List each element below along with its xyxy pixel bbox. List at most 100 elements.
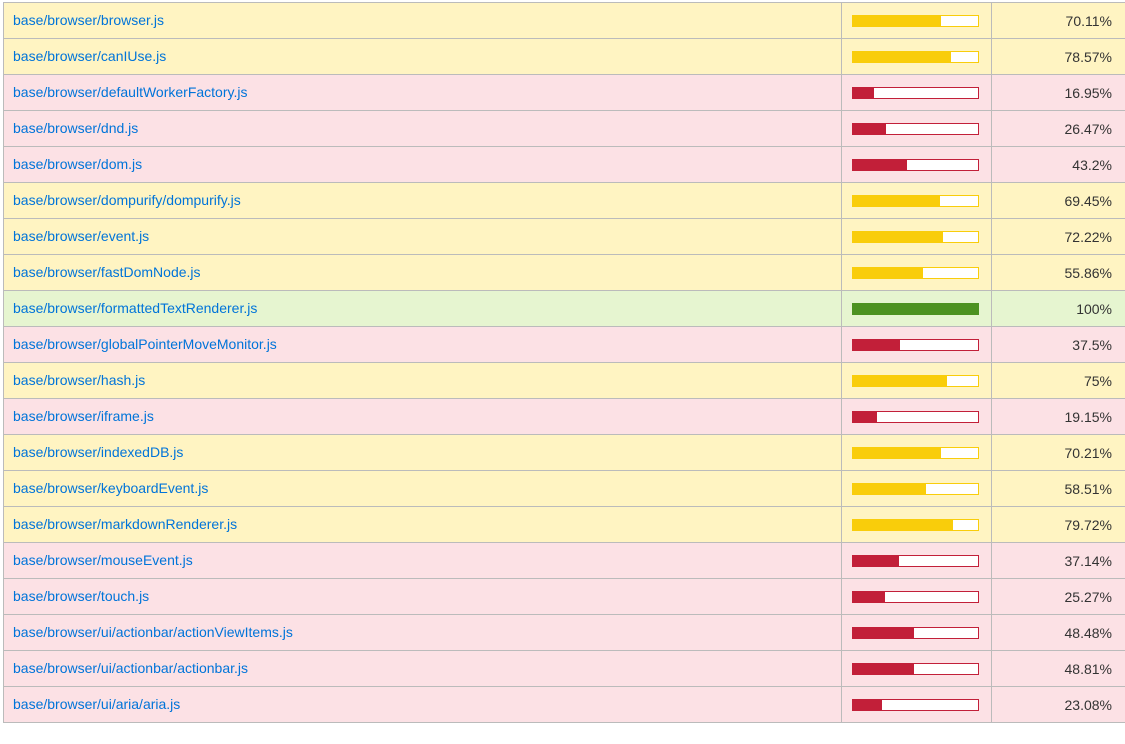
coverage-bar-fill <box>853 123 887 134</box>
coverage-percent: 48.81% <box>991 650 1125 687</box>
coverage-bar-cell <box>841 2 992 39</box>
table-row: base/browser/fastDomNode.js 55.86% <box>3 254 1125 291</box>
table-row: base/browser/touch.js 25.27% <box>3 578 1125 615</box>
coverage-percent: 26.47% <box>991 110 1125 147</box>
coverage-bar-fill <box>853 231 944 242</box>
file-link[interactable]: base/browser/browser.js <box>13 11 164 28</box>
coverage-percent: 25.27% <box>991 578 1125 615</box>
coverage-table-body: base/browser/browser.js 70.11% base/browse… <box>3 2 1125 723</box>
file-link[interactable]: base/browser/iframe.js <box>13 407 154 424</box>
table-row: base/browser/globalPointerMoveMonitor.js… <box>3 326 1125 363</box>
file-link[interactable]: base/browser/touch.js <box>13 587 150 604</box>
file-cell: base/browser/ui/actionbar/actionbar.js <box>3 650 842 687</box>
table-row: base/browser/defaultWorkerFactory.js 16.9… <box>3 74 1125 111</box>
table-row: base/browser/dom.js 43.2% <box>3 146 1125 183</box>
coverage-bar <box>852 698 979 711</box>
file-link[interactable]: base/browser/ui/actionbar/actionViewItem… <box>13 623 293 640</box>
file-link[interactable]: base/browser/formattedTextRenderer.js <box>13 299 258 316</box>
coverage-bar-cell <box>841 218 992 255</box>
coverage-bar-cell <box>841 74 992 111</box>
table-row: base/browser/iframe.js 19.15% <box>3 398 1125 435</box>
coverage-bar-fill <box>853 159 907 170</box>
coverage-percent: 19.15% <box>991 398 1125 435</box>
coverage-bar-fill <box>853 663 914 674</box>
coverage-bar-cell <box>841 362 992 399</box>
coverage-bar <box>852 86 979 99</box>
coverage-percent: 69.45% <box>991 182 1125 219</box>
file-cell: base/browser/fastDomNode.js <box>3 254 842 291</box>
file-link[interactable]: base/browser/markdownRenderer.js <box>13 515 238 532</box>
coverage-bar-cell <box>841 38 992 75</box>
file-link[interactable]: base/browser/mouseEvent.js <box>13 551 193 568</box>
file-link[interactable]: base/browser/ui/actionbar/actionbar.js <box>13 659 249 676</box>
file-link[interactable]: base/browser/dnd.js <box>13 119 139 136</box>
coverage-bar <box>852 446 979 459</box>
table-row: base/browser/event.js 72.22% <box>3 218 1125 255</box>
file-link[interactable]: base/browser/hash.js <box>13 371 146 388</box>
coverage-percent: 78.57% <box>991 38 1125 75</box>
table-row: base/browser/hash.js 75% <box>3 362 1125 399</box>
table-row: base/browser/dnd.js 26.47% <box>3 110 1125 147</box>
coverage-percent: 70.21% <box>991 434 1125 471</box>
coverage-bar <box>852 266 979 279</box>
coverage-bar <box>852 374 979 387</box>
file-cell: base/browser/dnd.js <box>3 110 842 147</box>
coverage-bar-fill <box>853 591 885 602</box>
table-row: base/browser/dompurify/dompurify.js 69.45… <box>3 182 1125 219</box>
file-link[interactable]: base/browser/indexedDB.js <box>13 443 184 460</box>
coverage-percent: 72.22% <box>991 218 1125 255</box>
file-link[interactable]: base/browser/fastDomNode.js <box>13 263 201 280</box>
file-link[interactable]: base/browser/dom.js <box>13 155 143 172</box>
coverage-bar-fill <box>853 447 941 458</box>
file-cell: base/browser/hash.js <box>3 362 842 399</box>
file-link[interactable]: base/browser/event.js <box>13 227 150 244</box>
table-row: base/browser/ui/actionbar/actionbar.js 48… <box>3 650 1125 687</box>
file-cell: base/browser/formattedTextRenderer.js <box>3 290 842 327</box>
table-row: base/browser/ui/actionbar/actionViewItem… <box>3 614 1125 651</box>
table-row: base/browser/markdownRenderer.js 79.72% <box>3 506 1125 543</box>
file-cell: base/browser/keyboardEvent.js <box>3 470 842 507</box>
file-cell: base/browser/mouseEvent.js <box>3 542 842 579</box>
file-link[interactable]: base/browser/ui/aria/aria.js <box>13 695 181 712</box>
file-cell: base/browser/dom.js <box>3 146 842 183</box>
coverage-percent: 79.72% <box>991 506 1125 543</box>
coverage-bar-fill <box>853 555 900 566</box>
file-link[interactable]: base/browser/keyboardEvent.js <box>13 479 209 496</box>
coverage-bar-cell <box>841 614 992 651</box>
coverage-bar-cell <box>841 686 992 723</box>
coverage-bar <box>852 410 979 423</box>
coverage-bar-fill <box>853 483 927 494</box>
coverage-bar-fill <box>853 195 940 206</box>
file-cell: base/browser/event.js <box>3 218 842 255</box>
coverage-percent: 58.51% <box>991 470 1125 507</box>
file-link[interactable]: base/browser/canIUse.js <box>13 47 167 64</box>
file-link[interactable]: base/browser/dompurify/dompurify.js <box>13 191 241 208</box>
coverage-bar <box>852 158 979 171</box>
coverage-bar-cell <box>841 290 992 327</box>
coverage-bar <box>852 302 979 315</box>
file-link[interactable]: base/browser/defaultWorkerFactory.js <box>13 83 248 100</box>
coverage-bar-cell <box>841 470 992 507</box>
coverage-bar-cell <box>841 650 992 687</box>
coverage-percent: 23.08% <box>991 686 1125 723</box>
coverage-bar <box>852 14 979 27</box>
coverage-bar-fill <box>853 699 882 710</box>
table-row: base/browser/ui/aria/aria.js 23.08% <box>3 686 1125 723</box>
file-cell: base/browser/globalPointerMoveMonitor.js <box>3 326 842 363</box>
coverage-bar-fill <box>853 15 941 26</box>
coverage-bar-fill <box>853 51 952 62</box>
coverage-percent: 55.86% <box>991 254 1125 291</box>
file-cell: base/browser/iframe.js <box>3 398 842 435</box>
file-cell: base/browser/defaultWorkerFactory.js <box>3 74 842 111</box>
file-link[interactable]: base/browser/globalPointerMoveMonitor.js <box>13 335 277 352</box>
table-row: base/browser/canIUse.js 78.57% <box>3 38 1125 75</box>
coverage-bar-fill <box>853 303 978 314</box>
file-cell: base/browser/markdownRenderer.js <box>3 506 842 543</box>
coverage-percent: 75% <box>991 362 1125 399</box>
coverage-bar-cell <box>841 326 992 363</box>
coverage-bar <box>852 554 979 567</box>
coverage-bar-fill <box>853 87 875 98</box>
coverage-bar-cell <box>841 434 992 471</box>
table-row: base/browser/indexedDB.js 70.21% <box>3 434 1125 471</box>
coverage-bar-cell <box>841 254 992 291</box>
